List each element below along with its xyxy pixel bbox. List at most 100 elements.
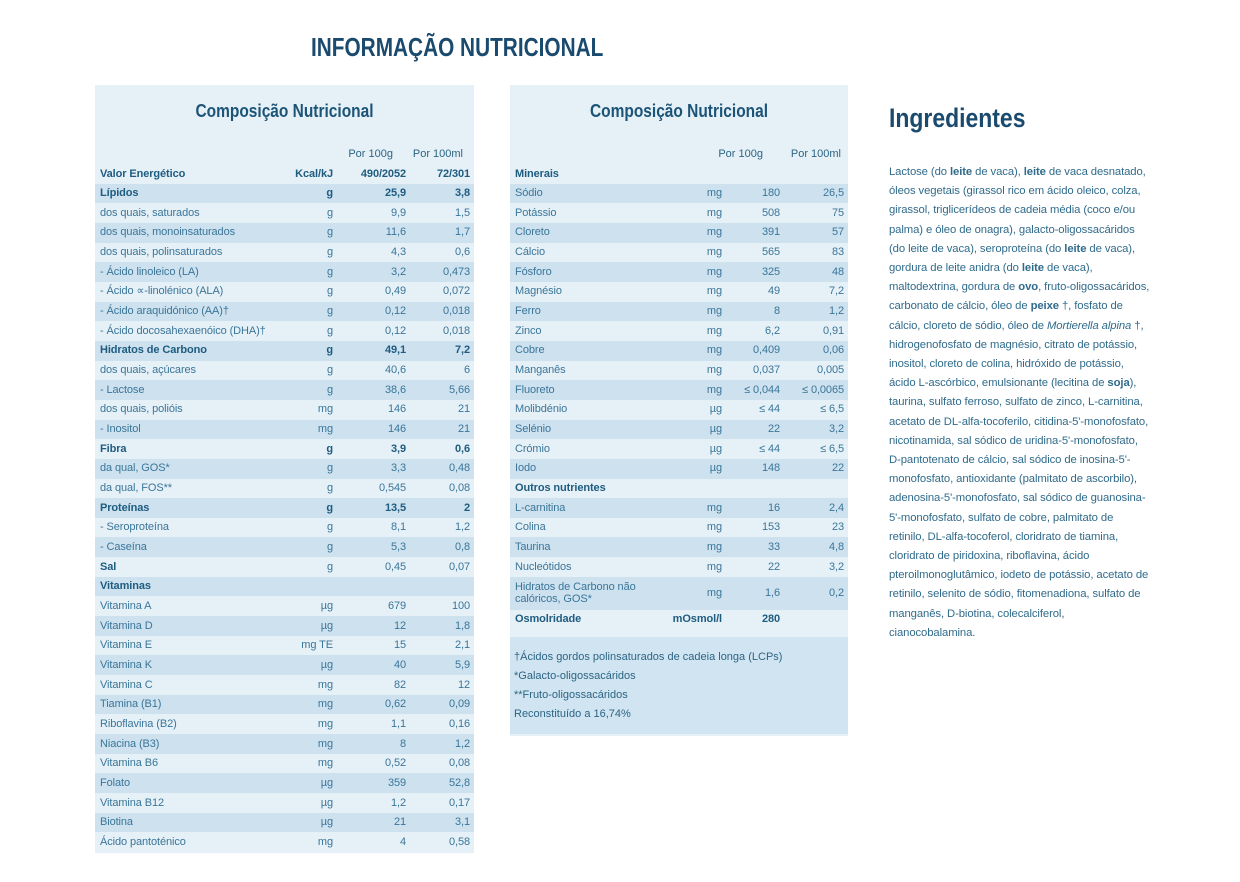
nutrient-label: Crómio (515, 442, 550, 455)
col-header-per100g: Por 100g (348, 148, 393, 160)
per100ml-cell: 0,48 (448, 462, 470, 475)
ingredient-segment: soja (1107, 377, 1130, 390)
nutrient-label: Selénio (515, 423, 551, 436)
nutrient-row: Biotina µg 21 3,1 (95, 812, 474, 833)
nutrient-label: Cálcio (515, 246, 545, 259)
per100ml-cell: 83 (831, 246, 844, 259)
per100g-cell: 153 (761, 521, 780, 534)
per100ml-cell: 21 (457, 403, 470, 416)
col-header-per100ml: Por 100ml (790, 148, 841, 160)
nutrient-label: da qual, GOS* (100, 462, 170, 475)
per100g-cell: 40 (393, 658, 406, 671)
nutrient-row: dos quais, polinsaturados g 4,3 0,6 (95, 242, 474, 263)
per100g-cell: 49,1 (384, 344, 406, 357)
nutrient-row: Selénio µg 22 3,2 (510, 419, 848, 440)
section-header-row: Vitaminas (95, 576, 474, 597)
nutrient-label: Colina (515, 521, 546, 534)
unit-cell: Kcal/kJ (295, 167, 333, 180)
unit-cell: mOsmol/l (672, 613, 722, 626)
nutrient-row: Osmolridade mOsmol/l 280 (510, 609, 848, 630)
per100g-cell: 4,3 (391, 246, 406, 259)
col-header-per100g: Por 100g (718, 148, 763, 160)
nutrient-label: Cobre (515, 344, 545, 357)
nutrient-row: Proteínas g 13,5 2 (95, 498, 474, 518)
nutrient-label: Lípidos (100, 187, 139, 200)
unit-cell: mg (706, 206, 722, 219)
per100g-cell: ≤ 44 (759, 442, 780, 455)
nutrient-label: Hidratos de Carbono não calóricos, GOS* (515, 580, 636, 606)
per100ml-cell: 0,17 (448, 796, 470, 809)
per100g-cell: 5,3 (391, 540, 406, 553)
nutrient-label: Outros nutrientes (515, 482, 606, 494)
unit-cell: g (326, 285, 333, 298)
unit-cell: µg (709, 442, 722, 455)
per100g-cell: 146 (387, 423, 406, 436)
nutrient-label: - Caseína (100, 540, 147, 553)
nutrient-label: Manganês (515, 364, 566, 377)
per100g-cell: 0,12 (384, 305, 406, 318)
per100g-cell: 38,6 (384, 383, 406, 396)
per100g-cell: 25,9 (384, 187, 406, 200)
nutrient-row: Cloreto mg 391 57 (510, 222, 848, 243)
per100ml-cell: 0,08 (448, 757, 470, 770)
per100ml-cell: 0,2 (829, 586, 844, 599)
nutrient-label: Taurina (515, 540, 551, 553)
footnote-line: **Fruto-oligossacáridos (514, 689, 628, 702)
nutrient-label: Minerais (515, 167, 559, 180)
nutrient-row: Vitamina A µg 679 100 (95, 596, 474, 617)
nutrient-label: Vitaminas (100, 580, 151, 593)
nutrient-label: Niacina (B3) (100, 737, 160, 750)
unit-cell: g (326, 305, 333, 318)
nutrient-row: Magnésio mg 49 7,2 (510, 281, 848, 302)
per100ml-cell: ≤ 6,5 (820, 403, 844, 416)
per100g-cell: 1,6 (765, 586, 780, 599)
unit-cell: µg (320, 816, 333, 829)
nutrient-row: Nucleótidos mg 22 3,2 (510, 557, 848, 577)
per100g-cell: 280 (761, 613, 780, 626)
per100g-cell: 40,6 (384, 364, 406, 377)
nutrient-label: Ácido pantoténico (100, 835, 186, 848)
unit-cell: g (326, 442, 333, 455)
ingredient-segment: Mortierella alpina (1047, 319, 1132, 332)
nutrient-row: - Ácido araquidónico (AA)† g 0,12 0,018 (95, 301, 474, 322)
per100g-cell: 13,5 (384, 501, 406, 514)
per100g-cell: 490/2052 (360, 167, 406, 180)
ingredient-segment: leite (1021, 262, 1044, 275)
unit-cell: µg (709, 423, 722, 436)
per100ml-cell: 1,5 (455, 206, 470, 219)
ingredient-segment: †, fosfato de cálcio, cloreto de sódio, … (889, 300, 1123, 332)
section-header-row: Outros nutrientes (510, 478, 848, 499)
nutrient-row: dos quais, saturados g 9,9 1,5 (95, 203, 474, 223)
ingredient-segment: de vaca), maltodextrina, gordura de (889, 262, 1093, 294)
unit-cell: mg (706, 246, 722, 259)
per100ml-cell: 0,09 (448, 698, 470, 711)
per100g-cell: 325 (761, 265, 780, 278)
nutrient-label: da qual, FOS** (100, 482, 172, 494)
nutrient-row: Vitamina B12 µg 1,2 0,17 (95, 793, 474, 813)
per100ml-cell: 0,07 (448, 560, 470, 573)
nutrient-row: Vitamina K µg 40 5,9 (95, 655, 474, 676)
nutrient-label: - Lactose (100, 383, 145, 396)
per100ml-cell: 0,06 (822, 344, 844, 357)
unit-cell: g (326, 540, 333, 553)
nutrient-label: Valor Energético (100, 167, 186, 180)
unit-cell: g (326, 383, 333, 396)
per100g-cell: 391 (761, 226, 780, 239)
nutrient-label: Vitamina D (100, 619, 153, 632)
section-header-row: Minerais (510, 164, 848, 184)
footnote-line: †Ácidos gordos polinsaturados de cadeia … (514, 651, 783, 664)
per100ml-cell: 52,8 (448, 776, 470, 789)
col-header-per100ml: Por 100ml (412, 148, 463, 160)
unit-cell: g (326, 226, 333, 239)
unit-cell: mg (706, 364, 722, 377)
page-title: INFORMAÇÃO NUTRICIONAL (311, 32, 604, 62)
unit-cell: g (326, 187, 333, 200)
nutrient-label: - Ácido linoleico (LA) (100, 265, 199, 278)
unit-cell: mg (706, 324, 722, 337)
unit-cell: g (326, 482, 333, 494)
per100ml-cell: 6 (463, 364, 470, 377)
per100ml-cell: 1,2 (455, 737, 470, 750)
per100ml-cell: 0,6 (455, 246, 470, 259)
unit-cell: mg (317, 698, 333, 711)
per100ml-cell: 1,7 (455, 226, 470, 239)
